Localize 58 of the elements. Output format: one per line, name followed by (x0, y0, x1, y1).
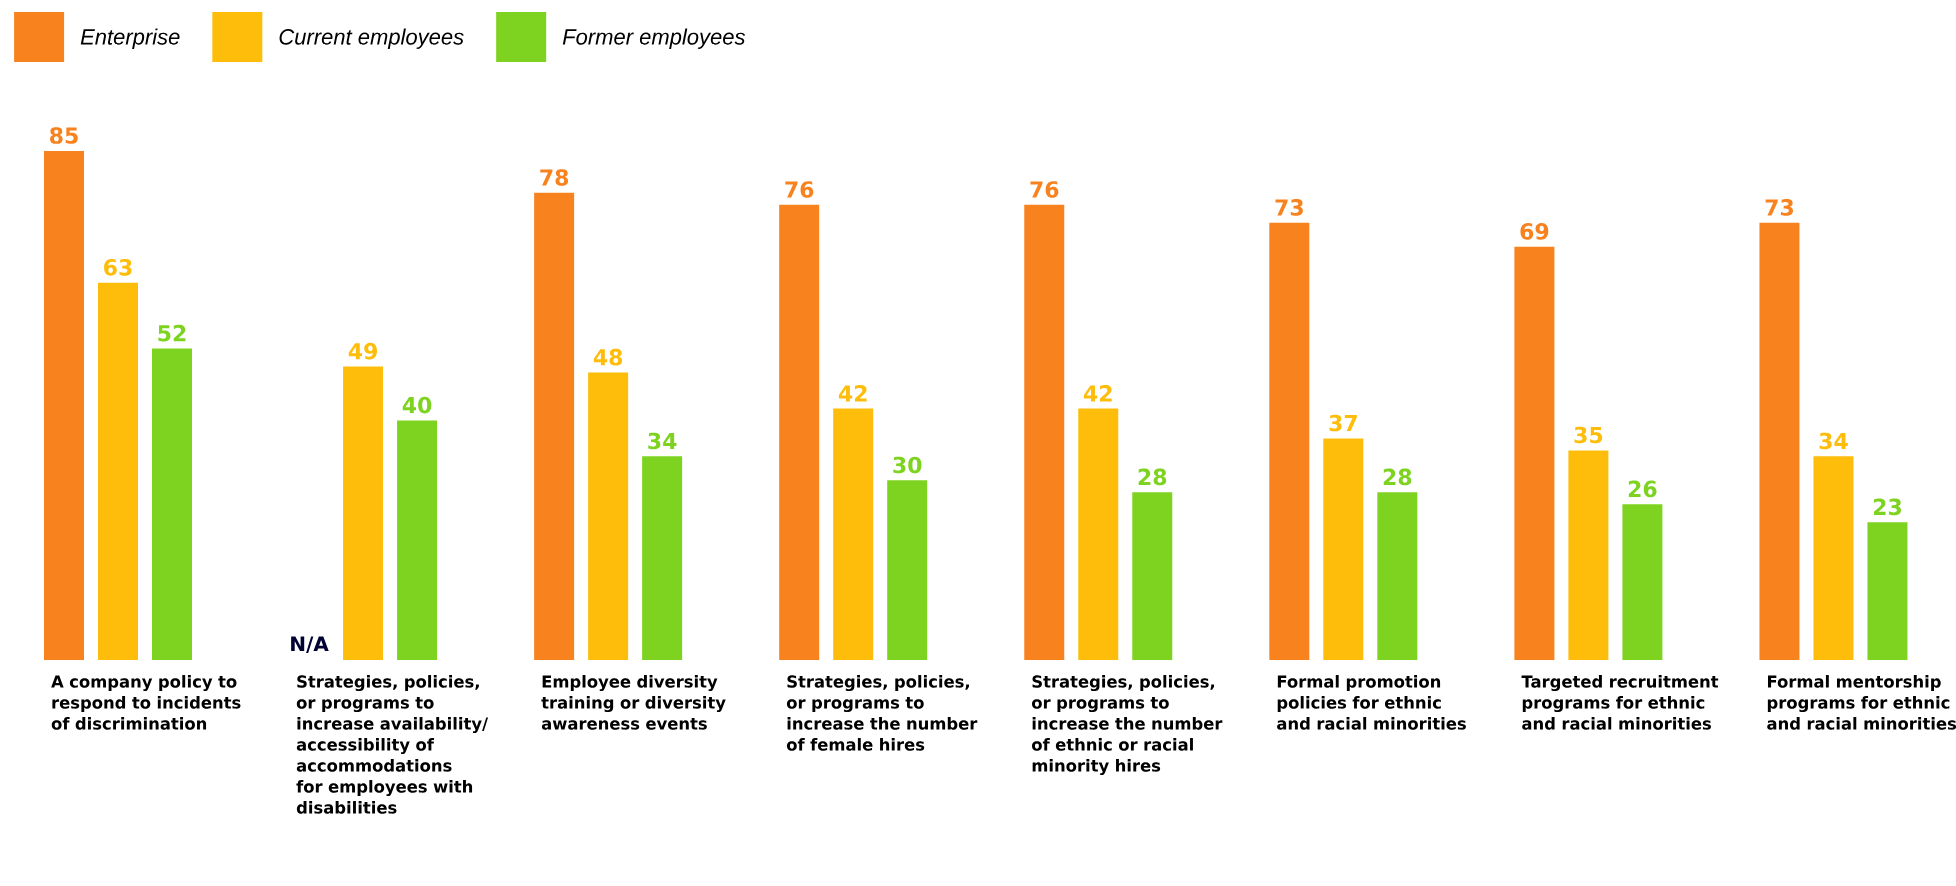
bar (343, 366, 384, 660)
bar (887, 480, 928, 660)
bar (588, 372, 629, 660)
data-label: 73 (1765, 199, 1794, 216)
bar (1269, 222, 1310, 660)
data-label: 63 (104, 258, 132, 276)
bar (1132, 492, 1173, 660)
data-label: 37 (1329, 414, 1357, 432)
bar (397, 420, 438, 660)
data-label: 26 (1628, 480, 1657, 498)
bar (1323, 438, 1364, 660)
bar (98, 282, 138, 660)
data-label: 49 (348, 342, 377, 360)
data-label: 40 (402, 396, 432, 414)
data-label: 48 (593, 348, 623, 366)
bar (642, 456, 683, 660)
text: N/A (291, 636, 329, 653)
x-tick-label: Targeted recruitment programs for ethnic and racial minorities (1521, 675, 1719, 730)
data-label: 42 (838, 385, 867, 402)
x-tick-label: Strategies, policies, or programs to increase the number of ethnic or racial minority hires (1032, 675, 1223, 776)
legend-label: Current employees (279, 28, 464, 50)
data-label: 73 (1275, 199, 1303, 216)
bar (779, 204, 820, 660)
bar (534, 192, 575, 660)
data-label: 30 (893, 456, 922, 474)
x-tick-label: Formal promotion policies for ethnic and racial minorities (1277, 675, 1466, 730)
data-label: 69 (1520, 223, 1549, 240)
bar (833, 408, 874, 660)
data-label: 52 (158, 324, 186, 342)
bar (1867, 522, 1908, 660)
bar (1759, 222, 1800, 660)
data-label: 23 (1873, 498, 1902, 516)
bar (1024, 204, 1065, 660)
data-label: 34 (648, 432, 677, 450)
data-label: 78 (540, 169, 569, 186)
legend-label: Former employees (562, 28, 746, 50)
bar (1377, 492, 1418, 660)
bar (152, 348, 192, 660)
x-tick-label: Strategies, policies, or programs to increase availability/ accessibility of accommodations for employees with disabilities (296, 675, 489, 814)
x-tick-label: Strategies, policies, or programs to increase the number of female hires (786, 675, 978, 751)
bar (1568, 450, 1609, 660)
data-label: 34 (1819, 432, 1848, 450)
data-label: 76 (1030, 181, 1059, 198)
data-label: 42 (1083, 385, 1112, 402)
bar (1078, 408, 1119, 660)
bar (1622, 504, 1663, 660)
data-label: 35 (1574, 426, 1603, 444)
x-tick-label: A company policy to respond to incidents of discrimination (51, 675, 241, 730)
bar (1514, 246, 1555, 660)
legend-label: Enterprise (80, 28, 180, 50)
data-label: 28 (1138, 468, 1167, 486)
data-label: 76 (785, 181, 814, 198)
data-label: 85 (50, 127, 78, 144)
bar (1813, 456, 1854, 660)
bar (44, 150, 84, 660)
x-tick-label: Formal mentorship programs for ethnic and racial minorities (1767, 675, 1956, 730)
x-tick-label: Employee diversity training or diversity awareness events (541, 675, 726, 730)
data-label: 28 (1383, 468, 1412, 486)
